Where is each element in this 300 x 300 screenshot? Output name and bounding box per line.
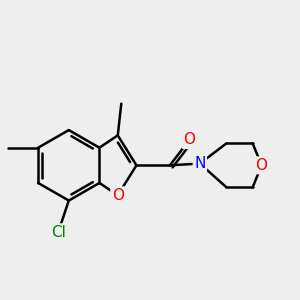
Text: O: O (256, 158, 268, 173)
Text: N: N (194, 156, 206, 171)
Text: O: O (183, 132, 195, 147)
Text: O: O (112, 188, 124, 203)
Text: Cl: Cl (51, 225, 66, 240)
